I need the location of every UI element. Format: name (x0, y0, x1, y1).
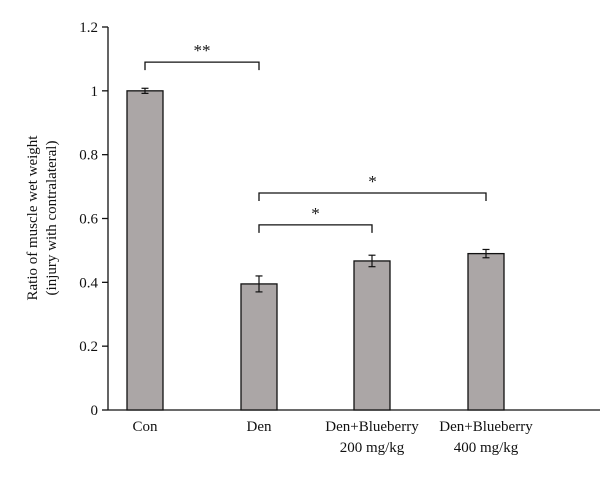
error-bar (141, 87, 149, 94)
bars (126, 87, 505, 411)
bar (126, 90, 164, 411)
y-tick-label: 0 (91, 403, 99, 419)
significance-label: * (368, 172, 377, 191)
x-tick-label: Den+Blueberry 400 mg/kg (439, 419, 533, 456)
y-tick-label: 0.6 (79, 212, 98, 228)
significance-bracket: * (258, 172, 487, 201)
error-bar (482, 248, 490, 259)
significance-label: ** (194, 41, 211, 60)
significance-bracket: ** (144, 41, 260, 71)
bar (240, 283, 278, 411)
error-bar (368, 254, 376, 268)
y-tick-label: 0.8 (79, 148, 98, 164)
significance-bracket: * (258, 204, 373, 233)
y-tick-label: 1 (91, 84, 99, 100)
y-axis-label: Ratio of muscle wet weight (25, 135, 41, 301)
error-bar (255, 275, 263, 293)
significance-label: * (311, 204, 320, 223)
x-tick-label: Con (132, 419, 158, 435)
y-tick-label: 0.4 (79, 275, 98, 291)
x-tick-label: Den+Blueberry 200 mg/kg (325, 419, 419, 456)
significance-brackets: **** (144, 41, 487, 233)
x-axis-labels: Con Den Den+Blueberry 200 mg/kg Den+Blueberr… (132, 419, 533, 456)
x-tick-label: Den (247, 419, 272, 435)
bar (353, 260, 391, 411)
y-tick-label: 1.2 (79, 20, 98, 36)
y-tick-label: 0.2 (79, 339, 98, 355)
bar (467, 252, 505, 411)
y-axis-label-line2: (injury with contralateral) (44, 141, 60, 296)
